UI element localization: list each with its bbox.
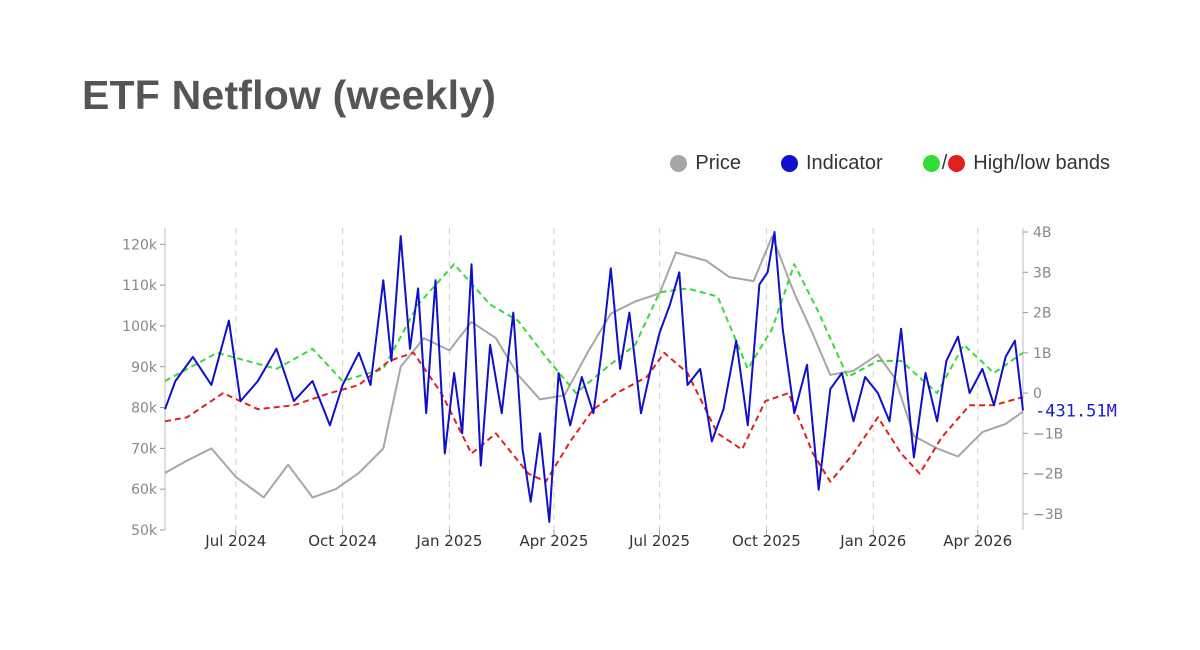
right-tick-label-7: 4B [1033, 225, 1052, 241]
right-tick-label-2: −1B [1033, 426, 1063, 442]
high-band-dot-icon [922, 155, 940, 172]
low-band-dot-icon [948, 155, 966, 172]
legend-item-indicator[interactable]: Indicator [780, 152, 883, 175]
chart-series [164, 231, 1024, 523]
x-tick-label-1: Oct 2024 [308, 532, 377, 550]
right-tick-label-0: −3B [1033, 507, 1063, 523]
legend-item-price[interactable]: Price [670, 152, 741, 175]
chart-axes [160, 228, 1028, 536]
left-tick-label-7: 120k [122, 237, 158, 253]
left-tick-label-6: 110k [122, 278, 158, 294]
indicator-line [164, 231, 1024, 523]
left-tick-label-5: 100k [122, 319, 158, 335]
chart-title: ETF Netflow (weekly) [82, 72, 497, 118]
left-tick-label-0: 50k [131, 523, 158, 539]
price-line [164, 235, 1024, 499]
left-tick-label-2: 70k [131, 441, 158, 457]
right-tick-label-1: −2B [1033, 467, 1063, 483]
left-tick-label-3: 80k [131, 401, 158, 417]
legend-slash: / [941, 152, 948, 174]
price-dot-icon [670, 155, 688, 172]
chart-legend: Price Indicator / High/low bands [670, 152, 1110, 175]
high-band-line [164, 263, 1024, 395]
x-tick-label-5: Oct 2025 [732, 532, 801, 550]
legend-label-bands: High/low bands [973, 152, 1110, 174]
left-tick-label-4: 90k [131, 360, 158, 376]
right-tick-label-5: 2B [1033, 306, 1052, 322]
legend-label-price: Price [695, 152, 741, 174]
left-tick-label-1: 60k [131, 482, 158, 498]
legend-label-indicator: Indicator [805, 152, 883, 174]
x-tick-label-7: Apr 2026 [943, 532, 1012, 550]
legend-item-bands[interactable]: / High/low bands [922, 152, 1110, 175]
x-tick-label-3: Apr 2025 [519, 532, 588, 550]
x-tick-label-0: Jul 2024 [204, 532, 266, 550]
indicator-last-value-label: -431.51M [1035, 401, 1117, 421]
right-tick-label-3: 0 [1033, 386, 1042, 402]
chart-labels: Jul 2024 Oct 2024 Jan 2025 Apr 2025 Jul 2025… [122, 225, 1117, 550]
x-tick-label-4: Jul 2025 [628, 532, 690, 550]
x-tick-label-2: Jan 2025 [415, 532, 482, 550]
low-band-line [164, 351, 1024, 483]
right-tick-label-4: 1B [1033, 346, 1052, 362]
indicator-dot-icon [780, 155, 798, 172]
x-tick-label-6: Jan 2026 [839, 532, 906, 550]
right-tick-label-6: 3B [1033, 265, 1052, 281]
